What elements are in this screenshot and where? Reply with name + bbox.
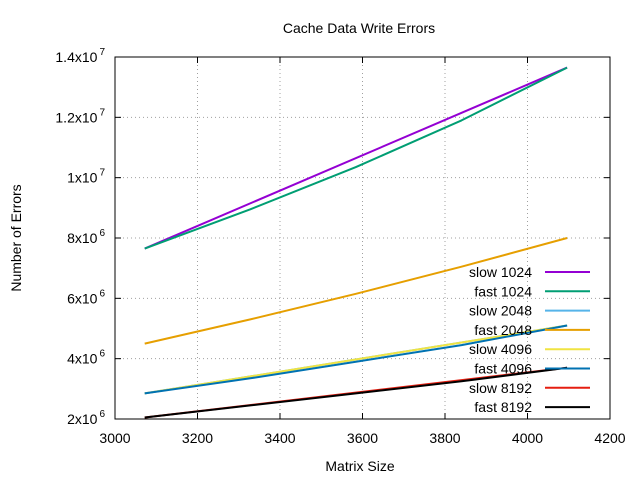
y-tick-exponent: 7 xyxy=(99,168,105,179)
y-axis-title: Number of Errors xyxy=(8,184,24,291)
y-tick-mantissa: 8x10 xyxy=(67,230,98,246)
x-tick-label: 4000 xyxy=(512,430,543,446)
y-tick-exponent: 6 xyxy=(99,228,105,239)
legend: slow 1024 fast 1024 slow 2048 fast 2048 slow… xyxy=(469,264,590,415)
series-lines xyxy=(144,66,568,419)
x-axis-title: Matrix Size xyxy=(325,458,394,474)
y-tick-label: 6x10 6 xyxy=(67,288,105,306)
y-tick-mantissa: 1.4x10 xyxy=(55,49,97,65)
y-tick-exponent: 6 xyxy=(99,409,105,420)
series-line-fast-2048 xyxy=(144,237,568,345)
legend-label: slow 8192 xyxy=(469,380,532,396)
legend-label: fast 8192 xyxy=(474,399,532,415)
y-tick-mantissa: 6x10 xyxy=(67,290,98,306)
x-tick-label: 3400 xyxy=(264,430,295,446)
y-tick-exponent: 7 xyxy=(99,47,105,58)
series-line-fast-4096 xyxy=(144,324,568,395)
y-tick-exponent: 6 xyxy=(99,349,105,360)
grid xyxy=(115,57,610,419)
y-tick-label: 1.2x10 7 xyxy=(55,107,105,125)
y-tick-label: 1.4x10 7 xyxy=(55,47,105,65)
y-tick-label: 1x10 7 xyxy=(67,168,105,186)
legend-label: fast 4096 xyxy=(474,361,532,377)
y-tick-exponent: 7 xyxy=(99,107,105,118)
y-tick-mantissa: 1x10 xyxy=(67,170,98,186)
y-tick-label: 8x10 6 xyxy=(67,228,105,246)
y-tick-label: 2x10 6 xyxy=(67,409,105,427)
x-tick-label: 4200 xyxy=(594,430,625,446)
legend-label: slow 4096 xyxy=(469,341,532,357)
series-line-slow-1024 xyxy=(144,66,568,250)
x-tick-label: 3000 xyxy=(99,430,130,446)
y-tick-label: 4x10 6 xyxy=(67,349,105,367)
legend-label: fast 1024 xyxy=(474,283,532,299)
series-line-fast-8192 xyxy=(144,366,568,419)
y-tick-exponent: 6 xyxy=(99,288,105,299)
legend-label: slow 2048 xyxy=(469,303,532,319)
legend-label: fast 2048 xyxy=(474,322,532,338)
chart-title: Cache Data Write Errors xyxy=(283,20,435,36)
y-tick-mantissa: 2x10 xyxy=(67,411,98,427)
series-line-fast-1024 xyxy=(144,66,568,250)
x-tick-label: 3800 xyxy=(429,430,460,446)
x-tick-label: 3200 xyxy=(182,430,213,446)
legend-label: slow 1024 xyxy=(469,264,532,280)
y-tick-mantissa: 1.2x10 xyxy=(55,109,97,125)
y-tick-mantissa: 4x10 xyxy=(67,351,98,367)
series-line-slow-4096 xyxy=(144,324,568,395)
x-tick-label: 3600 xyxy=(347,430,378,446)
